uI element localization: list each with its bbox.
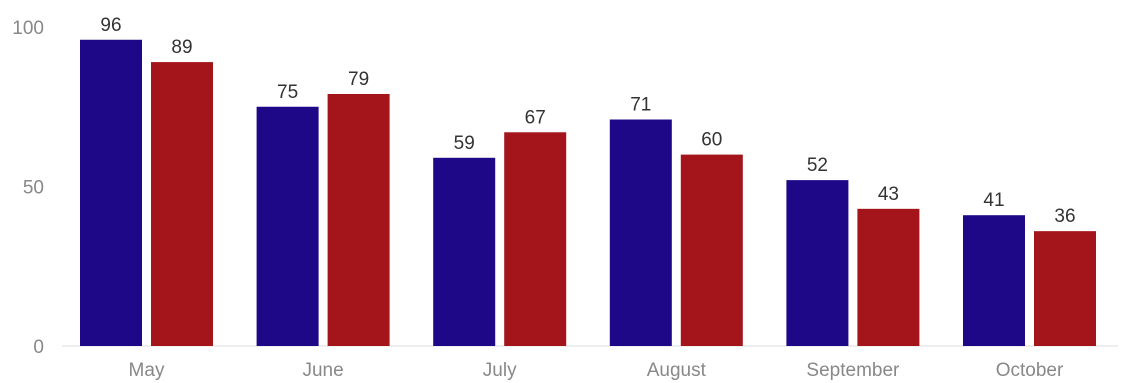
data-label: 96 xyxy=(100,15,121,36)
data-label: 71 xyxy=(630,95,651,116)
bar xyxy=(256,106,319,346)
data-label: 79 xyxy=(348,69,369,90)
bar xyxy=(786,180,849,346)
x-tick-label: July xyxy=(483,360,517,381)
bar xyxy=(1034,231,1096,346)
y-axis: 0 50 100 xyxy=(12,18,44,358)
x-tick-label: October xyxy=(996,360,1064,381)
data-labels: 96 89 75 79 59 67 71 60 52 43 41 36 xyxy=(100,15,1075,227)
bar xyxy=(963,215,1025,346)
data-label: 52 xyxy=(807,155,828,176)
bar xyxy=(504,132,567,346)
data-label: 36 xyxy=(1054,206,1075,227)
bar xyxy=(151,62,213,347)
bars xyxy=(80,39,1096,347)
y-tick-label: 0 xyxy=(33,337,44,358)
x-tick-label: May xyxy=(129,360,165,381)
data-label: 89 xyxy=(171,37,192,58)
bar xyxy=(433,157,496,346)
data-label: 41 xyxy=(983,190,1004,211)
y-tick-label: 100 xyxy=(12,18,44,39)
data-label: 60 xyxy=(701,130,722,151)
data-label: 59 xyxy=(454,133,475,154)
x-tick-label: June xyxy=(302,360,343,381)
x-tick-label: September xyxy=(806,360,900,381)
x-tick-label: August xyxy=(647,360,707,381)
data-label: 67 xyxy=(525,107,546,128)
bar xyxy=(609,119,672,346)
bar xyxy=(680,154,743,346)
bar xyxy=(327,93,390,347)
data-label: 43 xyxy=(878,184,899,205)
data-label: 75 xyxy=(277,82,298,103)
x-axis: May June July August September October xyxy=(129,360,1064,381)
bar xyxy=(80,39,142,346)
bar xyxy=(857,208,920,346)
y-tick-label: 50 xyxy=(23,178,44,199)
